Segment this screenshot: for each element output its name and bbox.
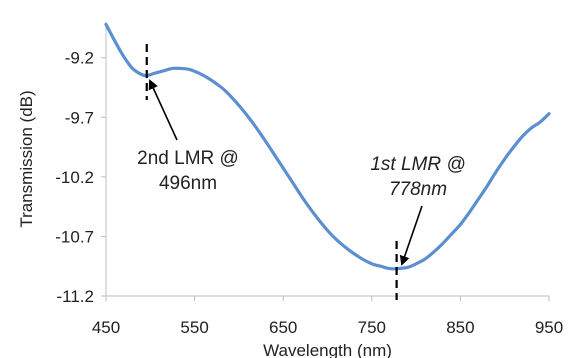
y-tick-label: -11.2 [57,287,95,306]
annotation-arrow [148,79,178,141]
y-tick-label: -9.2 [65,49,94,68]
annotation-label-line: 2nd LMR @ [137,148,239,169]
y-tick-label: -9.7 [65,108,94,127]
x-tick-label: 950 [535,318,563,337]
annotation-label-line: 1st LMR @ [370,154,465,175]
annotation-arrow [399,205,423,266]
x-axis-label: Wavelength (nm) [263,341,392,358]
x-tick-label: 750 [358,318,386,337]
y-tick-label: -10.7 [55,227,94,246]
x-tick-label: 650 [269,318,297,337]
annotations: 2nd LMR @ 496nm 1st LMR @ 778nm [137,79,466,266]
x-tick-label: 550 [180,318,208,337]
y-axis-label: Transmission (dB) [17,90,36,227]
x-tick-label: 850 [446,318,474,337]
annotation-label-line: 496nm [159,173,217,194]
x-axis: 450 550 650 750 850 950 [92,295,563,337]
x-tick-label: 450 [92,318,120,337]
annotation-label-line: 778nm [389,179,447,200]
y-tick-label: -10.2 [55,168,94,187]
series-group [104,22,551,271]
resonance-markers [145,44,398,300]
series-line [104,22,551,271]
y-axis: -11.2 -10.7 -10.2 -9.7 -9.2 [55,22,107,306]
